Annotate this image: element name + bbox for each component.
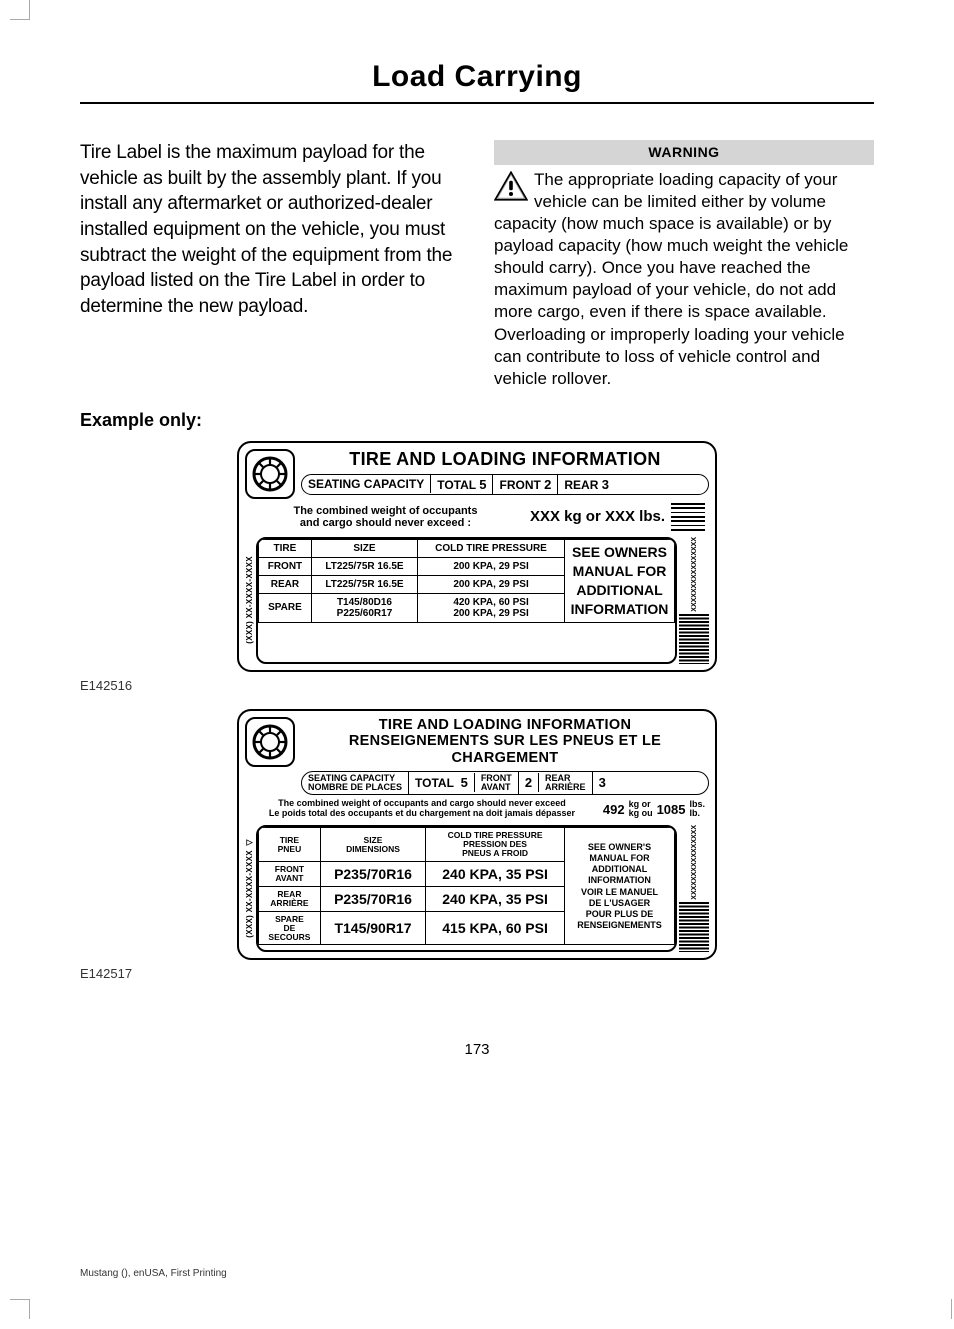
combined-text: The combined weight of occupants and car… [247, 505, 524, 529]
th-size: SIZEDIMENSIONS [320, 828, 425, 862]
tire-label-figure-1: TIRE AND LOADING INFORMATION SEATING CAP… [237, 441, 717, 672]
tire-icon [245, 449, 295, 499]
see-owners-cell: SEE OWNER'S MANUAL FOR ADDITIONAL INFORM… [565, 828, 675, 945]
th-size: SIZE [311, 539, 417, 557]
side-serial-text: (XXX) XX-XXXX-XXXX ◁ [245, 825, 254, 952]
table-header-row: TIRE SIZE COLD TIRE PRESSURE SEE OWNERS … [259, 539, 675, 557]
warning-triangle-icon [494, 171, 528, 201]
footer-text: Mustang (), enUSA, First Printing [80, 1268, 227, 1279]
label-heading: TIRE AND LOADING INFORMATION [301, 449, 709, 470]
example-only-label: Example only: [80, 410, 874, 431]
th-tire: TIRE [259, 539, 312, 557]
seating-label: SEATING CAPACITY [302, 475, 431, 493]
label-top-row: TIRE AND LOADING INFORMATION SEATING CAP… [245, 449, 709, 499]
tire-label: TIRE AND LOADING INFORMATION SEATING CAP… [237, 441, 717, 672]
combined-weight-row: The combined weight of occupants and car… [245, 795, 709, 823]
rear-cell: REARARRIÈRE [539, 772, 593, 795]
barcode-icon [679, 902, 709, 952]
side-serial-text: (XXX) XX-XXXX-XXXX [245, 537, 254, 664]
two-column-layout: Tire Label is the maximum payload for th… [80, 140, 874, 390]
rear-val: 3 [593, 773, 612, 792]
combined-text: The combined weight of occupants and car… [247, 799, 597, 819]
label-top-right: TIRE AND LOADING INFORMATION SEATING CAP… [301, 449, 709, 499]
table-header-row: TIREPNEU SIZEDIMENSIONS COLD TIRE PRESSU… [259, 828, 675, 862]
tire-icon [245, 717, 295, 767]
tire-table-wrap: (XXX) XX-XXXX-XXXX TIRE SIZE COLD TIRE P… [245, 537, 709, 664]
figure-caption: E142516 [80, 678, 874, 693]
page-content: Load Carrying Tire Label is the maximum … [0, 0, 954, 1098]
tire-label: TIRE AND LOADING INFORMATION RENSEIGNEME… [237, 709, 717, 960]
th-tire: TIREPNEU [259, 828, 321, 862]
barcode-serial: XXXXXXXXXXXXXXXX [691, 537, 698, 612]
barcode-column: XXXXXXXXXXXXXXXX [679, 537, 709, 664]
th-pressure: COLD TIRE PRESSUREPRESSION DES PNEUS A F… [426, 828, 565, 862]
seating-capacity-row: SEATING CAPACITY TOTAL 5 FRONT 2 REAR 3 [301, 474, 709, 495]
barcode-serial: XXXXXXXXXXXXXXXX [691, 825, 698, 900]
label-top-right: TIRE AND LOADING INFORMATION RENSEIGNEME… [301, 717, 709, 796]
front-cell: FRONTAVANT [475, 772, 519, 795]
seating-label: SEATING CAPACITY NOMBRE DE PLACES [302, 772, 409, 795]
rear-cell: REAR 3 [558, 475, 615, 494]
page-title: Load Carrying [80, 60, 874, 94]
tire-table-wrap: (XXX) XX-XXXX-XXXX ◁ TIREPNEU SIZEDIMENS… [245, 825, 709, 952]
label-top-row: TIRE AND LOADING INFORMATION RENSEIGNEME… [245, 717, 709, 796]
label-heading: TIRE AND LOADING INFORMATION RENSEIGNEME… [301, 717, 709, 767]
body-paragraph: Tire Label is the maximum payload for th… [80, 140, 460, 319]
left-column: Tire Label is the maximum payload for th… [80, 140, 460, 390]
warning-body: The appropriate loading capacity of your… [494, 169, 874, 390]
seating-capacity-row: SEATING CAPACITY NOMBRE DE PLACES TOTAL … [301, 771, 709, 796]
see-owners-cell: SEE OWNERS MANUAL FOR ADDITIONAL INFORMA… [565, 539, 675, 622]
page-number: 173 [80, 1041, 874, 1058]
crop-mark [10, 0, 30, 20]
total-cell: TOTAL 5 [409, 773, 475, 792]
right-column: WARNING The appropriate loading capacity… [494, 140, 874, 390]
barcode-icon [679, 614, 709, 664]
barcode-mini-icon [671, 503, 705, 531]
front-val: 2 [519, 773, 539, 792]
total-cell: TOTAL 5 [431, 475, 493, 494]
title-block: Load Carrying [80, 60, 874, 104]
th-pressure: COLD TIRE PRESSURE [418, 539, 565, 557]
crop-mark [10, 1299, 30, 1319]
figure-caption: E142517 [80, 966, 874, 981]
tire-table: TIRE SIZE COLD TIRE PRESSURE SEE OWNERS … [256, 537, 677, 664]
combined-value: XXX kg or XXX lbs. [530, 508, 665, 525]
tire-label-figure-2: TIRE AND LOADING INFORMATION RENSEIGNEME… [237, 709, 717, 960]
barcode-column: XXXXXXXXXXXXXXXX [679, 825, 709, 952]
warning-text: The appropriate loading capacity of your… [494, 170, 848, 388]
tire-table: TIREPNEU SIZEDIMENSIONS COLD TIRE PRESSU… [256, 825, 677, 952]
combined-values: 492 kg or kg ou 1085 lbs. lb. [603, 800, 705, 818]
front-cell: FRONT 2 [493, 475, 558, 494]
warning-header: WARNING [494, 140, 874, 165]
combined-weight-row: The combined weight of occupants and car… [245, 499, 709, 535]
